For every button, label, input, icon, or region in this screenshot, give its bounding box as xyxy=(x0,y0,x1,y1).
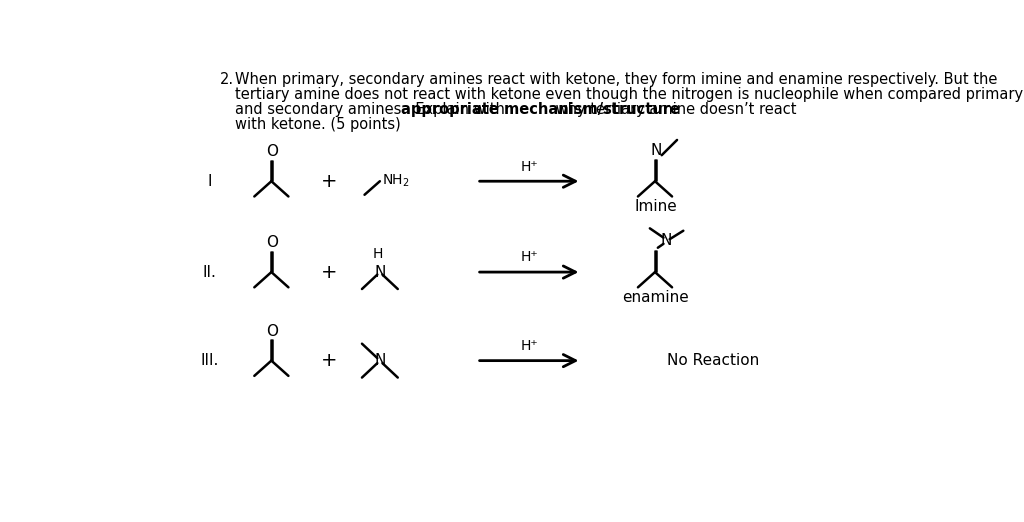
Text: H⁺: H⁺ xyxy=(520,160,538,173)
Text: NH$_2$: NH$_2$ xyxy=(382,173,410,189)
Text: tertiary amine does not react with ketone even though the nitrogen is nucleophil: tertiary amine does not react with keton… xyxy=(234,87,1023,102)
Text: enamine: enamine xyxy=(623,290,689,305)
Text: No Reaction: No Reaction xyxy=(667,353,759,368)
Text: N: N xyxy=(374,265,386,280)
Text: When primary, secondary amines react with ketone, they form imine and enamine re: When primary, secondary amines react wit… xyxy=(234,72,997,87)
Text: O: O xyxy=(266,235,278,250)
Text: H⁺: H⁺ xyxy=(520,251,538,264)
Text: and secondary amines.  Explain with: and secondary amines. Explain with xyxy=(234,102,510,117)
Text: H: H xyxy=(373,247,383,261)
Text: N: N xyxy=(374,353,386,368)
Text: II.: II. xyxy=(203,265,216,280)
Text: H⁺: H⁺ xyxy=(520,339,538,353)
Text: Imine: Imine xyxy=(634,199,677,214)
Text: +: + xyxy=(322,172,338,191)
Text: why tertiary amine doesn’t react: why tertiary amine doesn’t react xyxy=(551,102,797,117)
Text: +: + xyxy=(322,351,338,370)
Text: N: N xyxy=(650,144,662,159)
Text: O: O xyxy=(266,324,278,339)
Text: I: I xyxy=(207,174,212,189)
Text: +: + xyxy=(322,263,338,281)
Text: O: O xyxy=(266,144,278,159)
Text: appropriate mechanism/structure: appropriate mechanism/structure xyxy=(401,102,680,117)
Text: with ketone. (5 points): with ketone. (5 points) xyxy=(234,117,400,132)
Text: III.: III. xyxy=(200,353,218,368)
Text: N: N xyxy=(660,233,673,248)
Text: 2.: 2. xyxy=(219,72,233,87)
